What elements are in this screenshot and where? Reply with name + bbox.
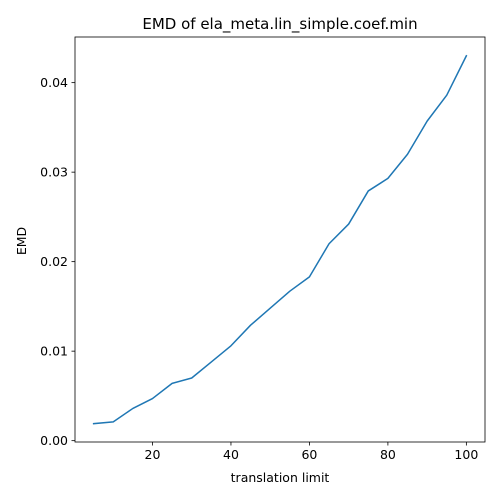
x-tick-label: 80 — [380, 447, 396, 462]
x-tick-label: 60 — [301, 447, 317, 462]
x-tick-label: 100 — [454, 447, 478, 462]
y-tick-label: 0.04 — [40, 75, 68, 90]
y-axis-label: EMD — [14, 227, 29, 255]
x-tick-label: 20 — [145, 447, 161, 462]
y-tick-label: 0.02 — [40, 254, 68, 269]
chart-title: EMD of ela_meta.lin_simple.coef.min — [142, 15, 417, 34]
y-tick-label: 0.00 — [40, 433, 68, 448]
y-tick-label: 0.01 — [40, 344, 68, 359]
x-axis-label: translation limit — [231, 470, 330, 485]
y-tick-label: 0.03 — [40, 165, 68, 180]
x-tick-label: 40 — [223, 447, 239, 462]
